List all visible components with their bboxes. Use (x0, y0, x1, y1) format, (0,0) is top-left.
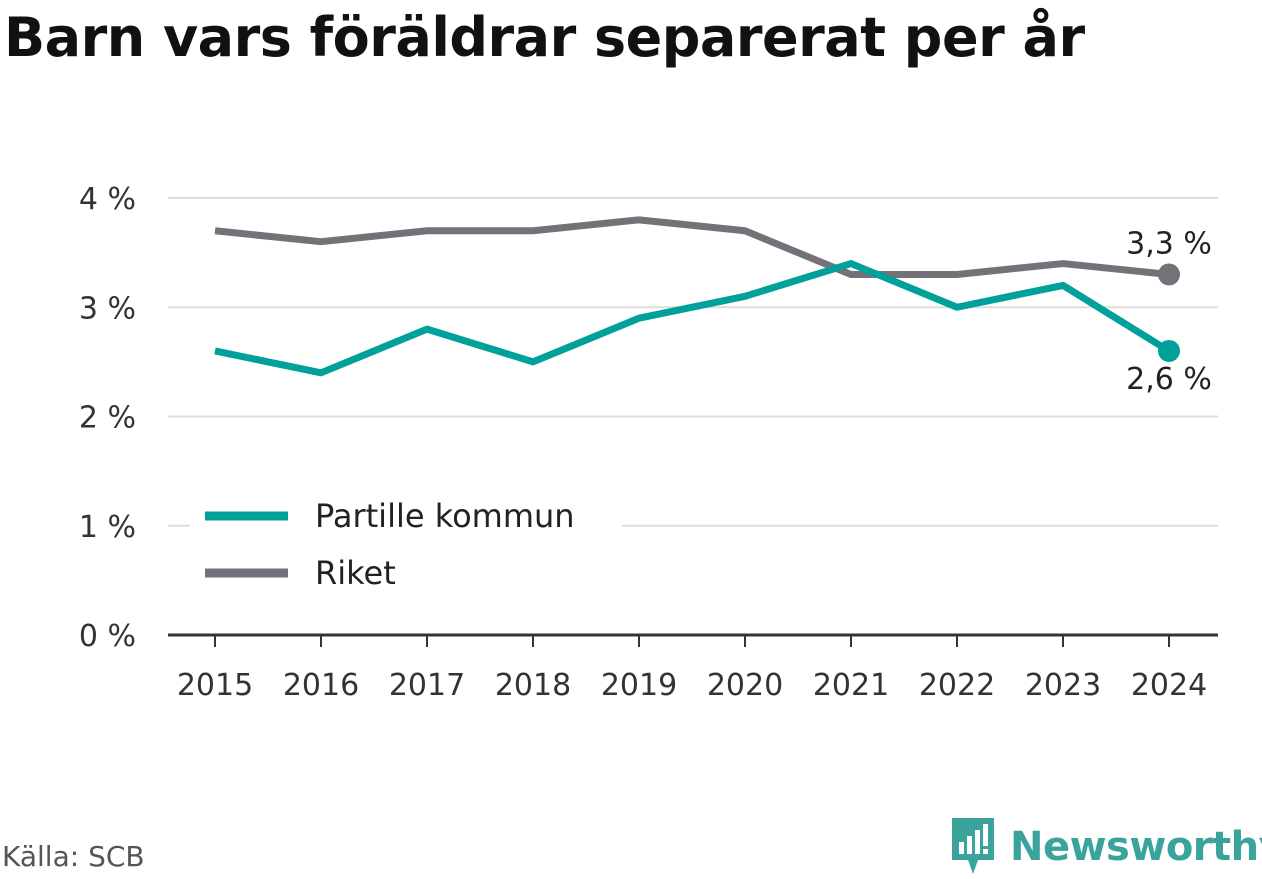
x-tick-label: 2023 (1025, 668, 1101, 703)
end-value-label: 3,3 % (1126, 226, 1212, 261)
x-tick-label: 2017 (389, 668, 465, 703)
newsworthy-logo-icon (952, 818, 994, 874)
brand-logo: Newsworthy (948, 816, 1262, 878)
x-tick-label: 2020 (707, 668, 783, 703)
y-tick-label: 2 % (79, 401, 136, 436)
x-tick-label: 2022 (919, 668, 995, 703)
legend-background (190, 490, 622, 612)
brand-name: Newsworthy (1010, 824, 1262, 870)
y-tick-label: 3 % (79, 291, 136, 326)
y-tick-label: 4 % (79, 182, 136, 217)
source-note: Källa: SCB (2, 840, 145, 873)
end-point-marker (1158, 263, 1180, 286)
y-tick-label: 1 % (79, 510, 136, 545)
x-tick-label: 2019 (601, 668, 677, 703)
series-line (214, 216, 1170, 278)
end-value-label: 2,6 % (1126, 362, 1212, 397)
x-tick-label: 2015 (177, 668, 253, 703)
x-tick-label: 2018 (495, 668, 571, 703)
chart-title: Barn vars föräldrar separerat per år (4, 6, 1085, 69)
x-tick-label: 2016 (283, 668, 359, 703)
x-tick-label: 2024 (1131, 668, 1207, 703)
legend-label: Partille kommun (315, 497, 575, 535)
y-tick-label: 0 % (79, 619, 136, 654)
end-point-marker (1158, 339, 1180, 362)
legend-label: Riket (315, 554, 396, 592)
series-line (214, 260, 1171, 377)
x-tick-label: 2021 (813, 668, 889, 703)
